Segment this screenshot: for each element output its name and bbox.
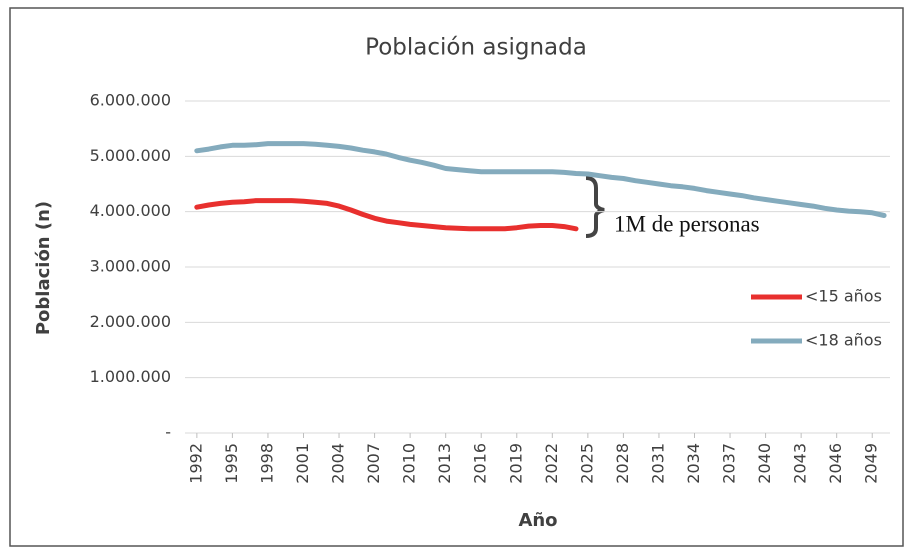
- y-tick-label: 5.000.000: [90, 146, 171, 165]
- x-tick-label: 2049: [862, 443, 881, 484]
- x-tick-label: 2046: [826, 443, 845, 484]
- line: [194, 198, 579, 232]
- y-tick-label: 6.000.000: [90, 91, 171, 110]
- y-tick-label: 4.000.000: [90, 201, 171, 220]
- y-axis-title: Población (n): [33, 201, 54, 335]
- annotation: 1M de personas: [614, 211, 760, 236]
- x-tick-label: 1992: [186, 443, 205, 484]
- y-tick-label: -: [165, 423, 171, 442]
- y-tick-label: 2.000.000: [90, 312, 171, 331]
- line: [194, 141, 887, 218]
- x-tick-label: 2007: [364, 443, 383, 484]
- x-tick-label: 2025: [577, 443, 596, 484]
- x-tick-label: 1998: [257, 443, 276, 484]
- x-tick-label: 2022: [542, 443, 561, 484]
- x-tick-label: 2016: [471, 443, 490, 484]
- x-tick-label: 2001: [293, 443, 312, 484]
- legend-label: <18 años: [805, 331, 882, 350]
- y-tick-label: 3.000.000: [90, 257, 171, 276]
- x-tick-label: 2031: [648, 443, 667, 484]
- frame: [9, 7, 904, 547]
- chart-title: Población asignada: [365, 35, 587, 61]
- legend-label: <15 años: [805, 287, 882, 306]
- x-tick-label: 2004: [329, 443, 348, 484]
- x-tick-label: 2037: [720, 443, 739, 484]
- x-axis-title: Año: [518, 510, 557, 531]
- x-tick-label: 1995: [222, 443, 241, 484]
- x-tick-label: 2034: [684, 443, 703, 484]
- x-tick-label: 2010: [400, 443, 419, 484]
- x-tick-label: 2040: [755, 443, 774, 484]
- x-tick-label: 2019: [506, 443, 525, 484]
- y-tick-label: 1.000.000: [90, 367, 171, 386]
- bracket: [585, 176, 605, 238]
- x-tick-label: 2028: [613, 443, 632, 484]
- x-tick-label: 2043: [791, 443, 810, 484]
- x-tick-label: 2013: [435, 443, 454, 484]
